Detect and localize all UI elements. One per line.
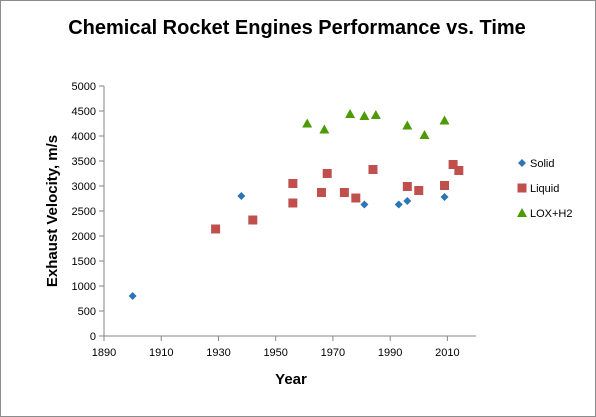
y-axis-ticks: 0 500 1000 1500 2000 2500 3000 3500 4000 4500 5000 [72,81,104,343]
legend-label: LOX+H2 [530,208,573,220]
y-axis-title: Exhaust Velocity, m/s [44,135,61,287]
data-point [454,166,464,175]
data-point [345,109,356,118]
data-point [128,292,137,300]
x-tick-label: 1970 [321,347,345,359]
data-point [440,181,450,190]
data-point [351,193,361,203]
y-tick-label: 4500 [72,106,96,118]
data-point [360,200,369,209]
legend-marker [517,183,527,193]
series-liquid [211,160,464,234]
legend-label: Liquid [530,183,559,195]
data-point [403,197,412,205]
x-axis-ticks: 1890 1910 1930 1950 1970 1990 2010 [92,336,460,359]
data-point [419,130,430,139]
data-point [359,111,370,120]
y-tick-label: 1500 [72,256,96,268]
data-point [439,115,450,125]
data-point [211,224,221,234]
y-tick-label: 2000 [72,231,96,243]
y-tick-label: 0 [90,331,96,343]
data-point [414,186,424,195]
x-tick-label: 1910 [149,347,173,359]
legend-marker [518,159,526,167]
y-tick-label: 1000 [72,281,96,293]
data-point [402,120,413,130]
y-tick-label: 3500 [72,156,96,168]
data-point [288,198,298,208]
x-tick-label: 1930 [206,347,230,359]
data-point [316,188,326,197]
chart-title: Chemical Rocket Engines Performance vs. … [68,17,526,39]
data-point [237,192,246,200]
x-tick-label: 1950 [263,347,287,359]
data-point [394,200,403,209]
data-point [319,124,330,134]
y-tick-label: 3000 [72,181,96,193]
series-solid [128,192,449,300]
x-axis-title: Year [275,371,307,388]
legend-label: Solid [530,158,554,170]
y-tick-label: 5000 [72,81,96,93]
data-point [368,165,378,174]
y-tick-label: 2500 [72,206,96,218]
data-points [128,109,464,300]
legend-item: Liquid [517,183,559,195]
data-point [370,110,381,119]
series-lox-h2 [302,109,450,139]
x-tick-label: 1990 [378,347,402,359]
data-point [440,193,449,201]
data-point [248,215,258,225]
axes [103,86,476,337]
data-point [322,169,332,178]
data-point [288,179,298,188]
legend-item: LOX+H2 [517,208,573,220]
data-point [402,182,412,191]
data-point [448,160,458,169]
x-tick-label: 1890 [92,347,116,359]
y-tick-label: 4000 [72,131,96,143]
x-tick-label: 2010 [435,347,459,359]
data-point [302,118,313,128]
legend-item: Solid [518,158,554,170]
legend-marker [517,208,527,217]
data-point [339,188,349,197]
y-tick-label: 500 [78,306,96,318]
legend: Solid Liquid LOX+H2 [517,158,573,220]
